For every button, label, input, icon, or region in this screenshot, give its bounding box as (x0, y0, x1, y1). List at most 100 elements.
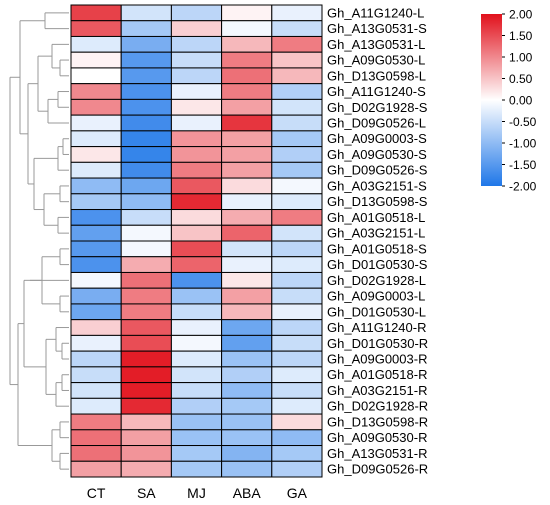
heatmap-cell (221, 193, 273, 211)
heatmap-cell (271, 350, 323, 368)
scale-tick-label: -2.00 (509, 180, 537, 194)
heatmap-cell (70, 4, 122, 22)
heatmap-cell (221, 350, 273, 368)
heatmap-cell (221, 397, 273, 415)
heatmap-cell (70, 397, 122, 415)
heatmap-cell (170, 114, 223, 132)
heatmap-cell (120, 334, 172, 352)
heatmap-cell (221, 177, 273, 195)
heatmap-cell (70, 130, 122, 148)
heatmap-cell (221, 224, 273, 242)
column-labels: CT SA MJ ABA GA (87, 485, 308, 501)
heatmap-cell (221, 334, 273, 352)
row-label: Gh_A11G1240-L (327, 5, 424, 20)
heatmap-cell (221, 445, 273, 462)
row-label: Gh_A13G0531-L (327, 37, 425, 52)
heatmap-cell (170, 413, 223, 431)
heatmap-cell (170, 83, 223, 100)
heatmap-cell (271, 256, 323, 273)
color-scale-bar (481, 14, 502, 186)
heatmap-cell (271, 287, 323, 305)
heatmap-cell (221, 319, 273, 336)
heatmap-cell (120, 35, 172, 53)
row-label: Gh_D09G0526-L (327, 116, 426, 131)
color-scale-legend: 2.00 1.50 1.00 0.50 0.00 -0.50 -1.00 -1.50 -2.00 (481, 8, 537, 194)
heatmap-cell (170, 429, 223, 447)
row-label: Gh_A09G0530-R (327, 430, 427, 445)
heatmap-cell (170, 177, 223, 195)
heatmap-cells (70, 4, 323, 478)
heatmap-cell (271, 209, 323, 226)
heatmap-cell (120, 413, 172, 431)
heatmap-cell (221, 83, 273, 100)
heatmap-cell (170, 382, 223, 399)
heatmap-cell (271, 240, 323, 258)
row-label: Gh_D01G0530-R (327, 336, 428, 351)
heatmap-cell (120, 209, 172, 226)
heatmap-cell (170, 35, 223, 53)
heatmap-cell (271, 4, 323, 22)
scale-tick-label: 1.00 (509, 51, 533, 65)
heatmap-cell (271, 98, 323, 116)
heatmap-cell (120, 429, 172, 447)
heatmap-cell (221, 240, 273, 258)
heatmap-cell (70, 350, 122, 368)
row-label: Gh_A01G0518-L (327, 210, 425, 225)
row-label: Gh_A03G2151-S (327, 178, 427, 193)
heatmap-cell (170, 334, 223, 352)
heatmap-cell (170, 161, 223, 179)
scale-tick-label: -1.00 (509, 137, 537, 151)
heatmap-cell (271, 413, 323, 431)
heatmap-cell (120, 319, 172, 336)
heatmap-cell (70, 460, 122, 478)
heatmap-cell (120, 51, 172, 69)
heatmap-cell (70, 51, 122, 69)
heatmap-cell (271, 114, 323, 132)
heatmap-cell (170, 98, 223, 116)
heatmap-cell (271, 224, 323, 242)
column-label: CT (87, 485, 106, 501)
heatmap-cell (271, 83, 323, 100)
heatmap-cell (221, 271, 273, 289)
heatmap-cell (271, 397, 323, 415)
heatmap-cell (221, 130, 273, 148)
heatmap-cell (170, 4, 223, 22)
heatmap-cell (70, 334, 122, 352)
heatmap-cell (170, 209, 223, 226)
heatmap-cell (120, 98, 172, 116)
heatmap-cell (170, 146, 223, 163)
heatmap-cell (221, 460, 273, 478)
heatmap-cell (120, 256, 172, 273)
heatmap-cell (120, 350, 172, 368)
heatmap-cell (221, 35, 273, 53)
heatmap-cell (120, 4, 172, 22)
row-dendrogram (9, 12, 69, 470)
row-label: Gh_A09G0003-L (327, 289, 425, 304)
heatmap-cell (271, 161, 323, 179)
heatmap-cell (170, 350, 223, 368)
heatmap-cell (221, 146, 273, 163)
heatmap-cell (170, 460, 223, 478)
row-label: Gh_D13G0598-R (327, 414, 428, 429)
row-label: Gh_D13G0598-L (327, 68, 426, 83)
row-label: Gh_A09G0530-S (327, 147, 427, 162)
heatmap-cell (70, 20, 122, 37)
heatmap-cell (120, 303, 172, 321)
heatmap-cell (120, 240, 172, 258)
heatmap-cell (70, 256, 122, 273)
heatmap-cell (271, 193, 323, 211)
row-label: Gh_D09G0526-R (327, 462, 428, 477)
heatmap-cell (271, 303, 323, 321)
heatmap-cell (170, 240, 223, 258)
column-label: MJ (187, 485, 206, 501)
row-label: Gh_D02G1928-R (327, 399, 428, 414)
heatmap-cell (271, 334, 323, 352)
heatmap-cell (271, 20, 323, 37)
heatmap-cell (120, 193, 172, 211)
heatmap-cell (120, 382, 172, 399)
heatmap-cell (120, 271, 172, 289)
heatmap-cell (221, 429, 273, 447)
heatmap-cell (170, 319, 223, 336)
heatmap-cell (170, 130, 223, 148)
heatmap-cell (70, 177, 122, 195)
